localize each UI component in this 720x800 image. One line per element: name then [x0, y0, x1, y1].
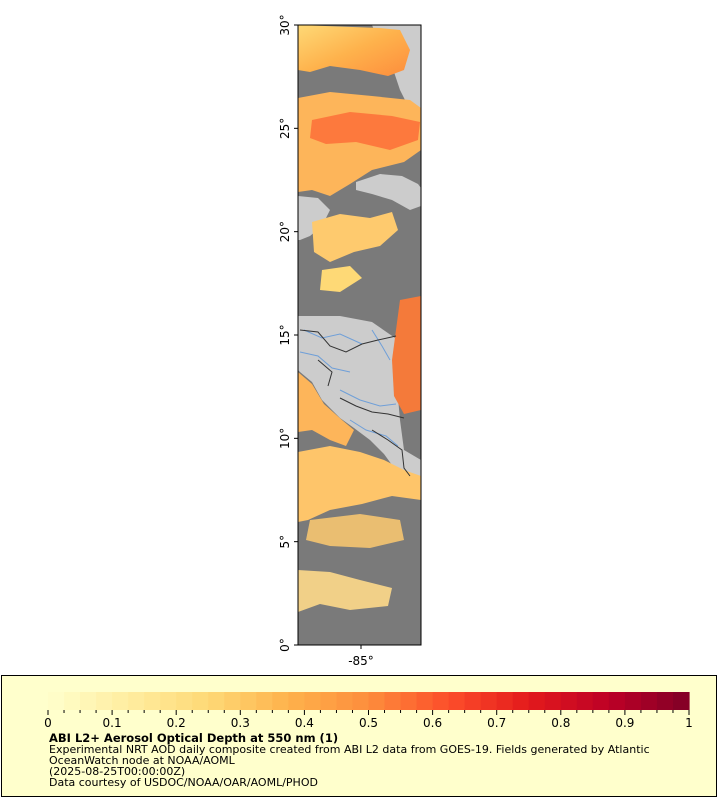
country-borders — [299, 329, 411, 477]
colorbar-swatch — [640, 692, 658, 710]
map-plot-area — [298, 25, 421, 645]
colorbar-swatch — [256, 692, 273, 710]
colorbar-tick-label: 0.3 — [231, 716, 250, 730]
aod-caribbean-bits — [320, 266, 362, 292]
colorbar-swatch — [336, 692, 354, 710]
colorbar-swatch — [544, 692, 562, 710]
aod-south-band — [298, 446, 421, 522]
colorbar-tick-label: 0.9 — [615, 716, 634, 730]
land-cuba — [356, 174, 421, 210]
aod-east-plume — [392, 296, 421, 414]
colorbar-tick-label: 0.2 — [167, 716, 186, 730]
aod-map-figure: 0° 5° 10° 15° 20° 25° 30° -85° — [278, 14, 422, 668]
aod-field — [298, 25, 421, 612]
colorbar-swatch — [48, 692, 65, 710]
colorbar-swatch — [384, 692, 402, 710]
colorbar-swatch — [208, 692, 225, 710]
caption-date: (2025-08-25T00:00:00Z) — [49, 765, 186, 778]
colorbar-tick-label: 0.5 — [359, 716, 378, 730]
colorbar-swatch — [160, 692, 177, 710]
colorbar-swatch — [656, 692, 674, 710]
colorbar-swatch — [480, 692, 498, 710]
lat-tick-label: 20° — [278, 221, 292, 242]
lat-tick-label: 15° — [278, 324, 292, 345]
colorbar-swatch — [592, 692, 610, 710]
colorbar-swatch — [96, 692, 113, 710]
colorbar-ticks: 0 0.1 0.2 0.3 0.4 0.5 0.6 0.7 0.8 0.9 1 — [44, 710, 693, 730]
colorbar-swatch — [464, 692, 482, 710]
longitude-axis: -85° — [348, 645, 374, 668]
legend-title: ABI L2+ Aerosol Optical Depth at 550 nm … — [49, 731, 339, 745]
colorbar-swatch — [304, 692, 322, 710]
colorbar-swatch — [272, 692, 289, 710]
colorbar-swatch — [528, 692, 546, 710]
lat-tick-label: 10° — [278, 428, 292, 449]
aod-high-gulf — [310, 112, 420, 150]
colorbar-swatch — [368, 692, 386, 710]
colorbar-swatch — [624, 692, 642, 710]
lat-tick-label: 0° — [278, 638, 292, 652]
colorbar-swatch — [608, 692, 626, 710]
latitude-axis: 0° 5° 10° 15° 20° 25° 30° — [278, 14, 298, 652]
aod-band-north — [298, 25, 410, 76]
colorbar-swatch — [128, 692, 145, 710]
colorbar-tick-label: 0.8 — [551, 716, 570, 730]
colorbar-swatch — [576, 692, 594, 710]
colorbar-swatch — [192, 692, 209, 710]
colorbar-swatch — [240, 692, 257, 710]
lon-tick-label: -85° — [348, 654, 374, 668]
aod-southwest-scatter — [298, 570, 392, 612]
lat-tick-label: 25° — [278, 118, 292, 139]
colorbar-swatch — [320, 692, 338, 710]
aod-colorbar: 0 0.1 0.2 0.3 0.4 0.5 0.6 0.7 0.8 0.9 1 — [44, 692, 693, 730]
colorbar-tick-label: 0.4 — [295, 716, 314, 730]
colorbar-swatches — [48, 692, 690, 710]
colorbar-swatch — [512, 692, 530, 710]
colorbar-swatch — [144, 692, 161, 710]
caption-credit: Data courtesy of USDOC/NOAA/OAR/AOML/PHO… — [49, 776, 318, 789]
colorbar-swatch — [176, 692, 193, 710]
colorbar-swatch — [80, 692, 97, 710]
colorbar-swatch — [448, 692, 466, 710]
lat-tick-label: 30° — [278, 14, 292, 35]
colorbar-swatch — [416, 692, 434, 710]
colorbar-tick-label: 0.1 — [103, 716, 122, 730]
colorbar-swatch — [112, 692, 129, 710]
colorbar-tick-label: 0.7 — [487, 716, 506, 730]
caption-description: Experimental NRT AOD daily composite cre… — [49, 743, 650, 756]
colorbar-swatch — [400, 692, 418, 710]
colorbar-swatch — [560, 692, 578, 710]
land-central-america — [298, 316, 421, 478]
legend-panel: 0 0.1 0.2 0.3 0.4 0.5 0.6 0.7 0.8 0.9 1 ABI L2+ Ae… — [1, 675, 717, 797]
lat-tick-label: 5° — [278, 535, 292, 549]
land-yucatan — [298, 196, 330, 240]
colorbar-swatch — [672, 692, 690, 710]
colorbar-swatch — [64, 692, 81, 710]
caption-source-node: OceanWatch node at NOAA/AOML — [49, 754, 235, 767]
colorbar-tick-label: 0 — [44, 716, 52, 730]
aod-south-scatter — [306, 514, 404, 548]
colorbar-swatch — [496, 692, 514, 710]
colorbar-tick-label: 1 — [685, 716, 693, 730]
colorbar-tick-label: 0.6 — [423, 716, 442, 730]
colorbar-swatch — [288, 692, 305, 710]
colorbar-swatch — [432, 692, 450, 710]
aod-caribbean-patch — [312, 212, 398, 262]
colorbar-swatch — [224, 692, 241, 710]
colorbar-swatch — [352, 692, 370, 710]
aod-pacific-band — [298, 372, 354, 446]
